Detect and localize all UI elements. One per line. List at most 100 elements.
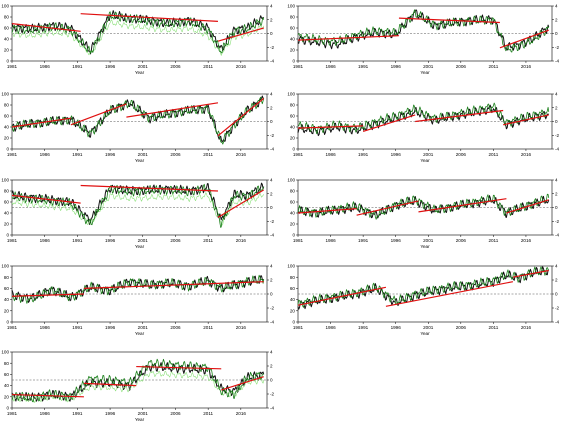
y-right-tick-label: 0 (555, 292, 558, 297)
y-left-tick-label: 20 (4, 48, 10, 53)
trend-segment (503, 114, 549, 126)
trend-segment (83, 382, 137, 387)
y-right-tick-label: 2 (270, 278, 273, 283)
series-line (11, 10, 265, 55)
x-tick-label: 2001 (423, 325, 434, 330)
y-left-tick-label: 100 (1, 178, 9, 183)
x-axis-title: Year (420, 331, 430, 336)
x-tick-label: 2006 (456, 238, 467, 243)
x-tick-label: 2001 (423, 238, 434, 243)
x-tick-label: 2016 (236, 411, 247, 416)
y-left-tick-label: 60 (4, 26, 10, 31)
x-tick-label: 2006 (456, 325, 467, 330)
trend-segment (217, 97, 265, 137)
x-tick-label: 2016 (236, 238, 247, 243)
x-tick-label: 1981 (293, 64, 304, 69)
y-right-tick-label: 4 (270, 92, 273, 97)
trend-segment (11, 117, 71, 128)
x-tick-label: 1981 (7, 325, 18, 330)
y-left-tick-label: 0 (6, 59, 9, 64)
x-tick-label: 1986 (325, 238, 336, 243)
x-tick-label: 2016 (521, 325, 532, 330)
y-right-tick-label: -4 (555, 320, 560, 325)
x-tick-label: 1981 (7, 238, 18, 243)
x-axis-title: Year (420, 70, 430, 75)
y-left-tick-label: 20 (4, 222, 10, 227)
y-left-tick-label: 80 (4, 275, 10, 280)
x-tick-label: 1986 (40, 238, 51, 243)
series-line (297, 193, 550, 220)
y-left-tick-label: 20 (4, 308, 10, 313)
y-right-tick-label: 0 (555, 205, 558, 210)
x-tick-label: 1986 (40, 64, 51, 69)
y-right-tick-label: -2 (555, 133, 560, 138)
trend-segment (418, 198, 507, 213)
y-right-tick-label: -2 (270, 45, 275, 50)
x-tick-label: 1986 (40, 152, 51, 157)
series-line (297, 266, 550, 310)
y-right-tick-label: 2 (555, 17, 558, 22)
y-right-tick-label: -4 (270, 233, 275, 238)
y-right-tick-label: 2 (555, 191, 558, 196)
y-right-tick-label: 0 (270, 31, 273, 36)
y-left-tick-label: 60 (4, 200, 10, 205)
x-tick-label: 2011 (488, 64, 498, 69)
y-left-tick-label: 60 (4, 114, 10, 119)
x-tick-label: 1996 (105, 64, 116, 69)
x-axis-title: Year (135, 417, 145, 422)
y-left-tick-label: 80 (4, 361, 10, 366)
x-tick-label: 1986 (325, 325, 336, 330)
y-left-tick-label: 60 (290, 200, 296, 205)
trend-segment (80, 184, 218, 192)
y-left-tick-label: 40 (290, 37, 296, 42)
x-tick-label: 2001 (423, 152, 434, 157)
y-left-tick-label: 100 (287, 264, 295, 269)
x-tick-label: 2006 (170, 325, 181, 330)
x-axis-title: Year (135, 158, 145, 163)
x-tick-label: 2011 (203, 325, 213, 330)
x-tick-label: 1991 (358, 152, 369, 157)
x-tick-label: 2016 (521, 152, 532, 157)
y-left-tick-label: 40 (4, 125, 10, 130)
y-right-tick-label: 0 (270, 205, 273, 210)
x-tick-label: 2016 (236, 64, 247, 69)
trend-segment (297, 286, 387, 306)
y-right-tick-label: -2 (270, 306, 275, 311)
x-tick-label: 1991 (72, 152, 83, 157)
y-left-tick-label: 60 (290, 286, 296, 291)
trend-segment (221, 376, 264, 391)
trend-segment (362, 114, 416, 132)
series-line (297, 266, 550, 308)
y-left-tick-label: 40 (4, 37, 10, 42)
panel-5: 0 20 40 60 80 100 -4 -2 0 2 4 1981 1986 1991 1996 2001 2… (1, 178, 274, 249)
y-right-tick-label: 0 (270, 119, 273, 124)
y-left-tick-label: 80 (290, 103, 296, 108)
y-right-tick-label: -2 (555, 219, 560, 224)
x-tick-label: 2011 (203, 238, 213, 243)
y-right-tick-label: -2 (270, 219, 275, 224)
y-left-tick-label: 60 (4, 372, 10, 377)
panel-2: 0 20 40 60 80 100 -4 -2 0 2 4 1981 1986 1991 1996 2001 2… (287, 4, 559, 75)
x-tick-label: 1991 (358, 64, 369, 69)
x-tick-label: 2011 (203, 64, 213, 69)
y-right-tick-label: -2 (270, 392, 275, 397)
y-right-tick-label: 0 (270, 378, 273, 383)
y-right-tick-label: 2 (555, 105, 558, 110)
y-right-tick-label: -2 (555, 306, 560, 311)
x-axis-title: Year (420, 244, 430, 249)
y-left-tick-label: 100 (287, 178, 295, 183)
x-tick-label: 1996 (105, 411, 116, 416)
y-right-tick-label: 2 (270, 191, 273, 196)
trend-segment (126, 102, 219, 118)
y-right-tick-label: 0 (555, 31, 558, 36)
y-left-tick-label: 0 (292, 320, 295, 325)
x-tick-label: 1981 (293, 325, 304, 330)
y-left-tick-label: 40 (290, 297, 296, 302)
trend-segment (297, 35, 399, 41)
y-left-tick-label: 80 (4, 189, 10, 194)
panel-1: 0 20 40 60 80 100 -4 -2 0 2 4 1981 1986 1991 1996 2001 2… (1, 4, 274, 75)
y-left-tick-label: 0 (6, 320, 9, 325)
x-axis-title: Year (420, 158, 430, 163)
y-right-tick-label: 2 (270, 17, 273, 22)
